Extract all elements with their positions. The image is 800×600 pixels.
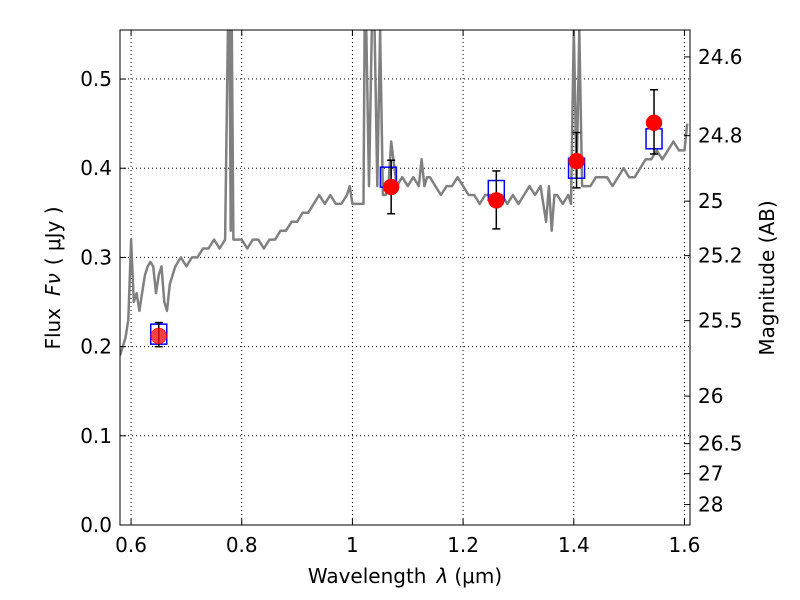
y-tick-label: 0.5 — [80, 67, 112, 91]
y-tick-label: 0.3 — [80, 245, 112, 269]
x-tick-label: 0.6 — [115, 533, 147, 557]
y2-tick-label: 28 — [698, 493, 723, 517]
x-axis-label: Wavelength λ (μm) — [308, 564, 502, 588]
y2-tick-label: 24.8 — [698, 124, 743, 148]
x-tick-label: 1 — [346, 533, 359, 557]
observed-point — [150, 327, 167, 345]
spectrum-line — [120, 30, 689, 356]
y2-tick-label: 26 — [698, 384, 723, 408]
plot-frame — [119, 29, 691, 526]
y2-tick-label: 25.2 — [698, 244, 743, 268]
observed-point — [568, 152, 585, 170]
grid — [120, 30, 690, 525]
observed-point — [382, 178, 400, 196]
y-tick-label: 0.0 — [80, 513, 112, 537]
x-tick-labels: 0.6 0.8 1 1.2 1.4 1.6 — [115, 533, 700, 557]
y2-tick-label: 26.5 — [698, 432, 743, 456]
x-tick-label: 0.8 — [226, 533, 258, 557]
y2-tick-labels: 24.6 24.8 25 25.2 25.5 26 26.5 27 28 — [698, 45, 743, 517]
observed-point — [645, 114, 663, 132]
x-tick-label: 1.6 — [669, 533, 701, 557]
y2-tick-label: 25 — [698, 189, 723, 213]
y-axis-label: FluxFν( μJy ) — [41, 206, 65, 349]
y2-tick-label: 24.6 — [698, 45, 743, 69]
y2-tick-label: 25.5 — [698, 309, 743, 333]
y-tick-label: 0.1 — [80, 424, 112, 448]
x-tick-label: 1.2 — [447, 533, 479, 557]
ticks — [120, 30, 690, 526]
observed-point — [488, 192, 505, 209]
y-tick-label: 0.2 — [80, 335, 112, 359]
y2-tick-label: 27 — [698, 462, 723, 486]
observed-photometry-layer — [150, 89, 663, 348]
model-photometry-layer — [149, 128, 663, 345]
y-tick-label: 0.4 — [80, 156, 112, 180]
y2-axis-label: Magnitude (AB) — [755, 200, 779, 355]
x-tick-label: 1.4 — [558, 533, 590, 557]
y-tick-labels: 0.0 0.1 0.2 0.3 0.4 0.5 — [80, 67, 112, 537]
spectrum-layer — [120, 30, 689, 356]
